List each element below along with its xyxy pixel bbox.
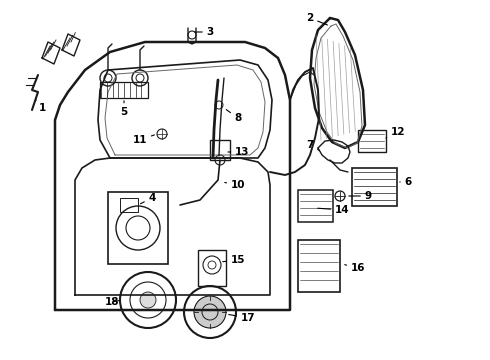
Bar bbox=[358, 130, 386, 152]
Text: 4: 4 bbox=[141, 193, 156, 204]
Text: 12: 12 bbox=[386, 127, 405, 138]
Text: 9: 9 bbox=[349, 191, 371, 201]
Text: 14: 14 bbox=[318, 205, 349, 215]
Bar bbox=[198, 250, 226, 286]
Text: 1: 1 bbox=[36, 100, 46, 113]
Bar bbox=[352, 168, 397, 206]
Bar bbox=[108, 192, 168, 264]
Bar bbox=[120, 198, 138, 212]
Text: 6: 6 bbox=[400, 177, 412, 187]
Text: 13: 13 bbox=[228, 147, 249, 157]
Text: 2: 2 bbox=[306, 13, 327, 25]
Text: 10: 10 bbox=[225, 180, 245, 190]
Text: 8: 8 bbox=[226, 109, 242, 123]
Text: 7: 7 bbox=[306, 140, 319, 150]
Text: 3: 3 bbox=[195, 27, 214, 37]
Bar bbox=[100, 82, 148, 98]
Bar bbox=[210, 140, 230, 160]
Circle shape bbox=[140, 292, 156, 308]
Bar bbox=[298, 190, 333, 222]
Text: 16: 16 bbox=[344, 263, 365, 273]
Text: 5: 5 bbox=[121, 101, 127, 117]
Text: 17: 17 bbox=[229, 313, 255, 323]
Circle shape bbox=[194, 296, 226, 328]
Text: 18: 18 bbox=[105, 297, 119, 307]
Text: 15: 15 bbox=[223, 255, 245, 265]
Text: 11: 11 bbox=[133, 135, 154, 145]
Bar bbox=[298, 240, 340, 292]
